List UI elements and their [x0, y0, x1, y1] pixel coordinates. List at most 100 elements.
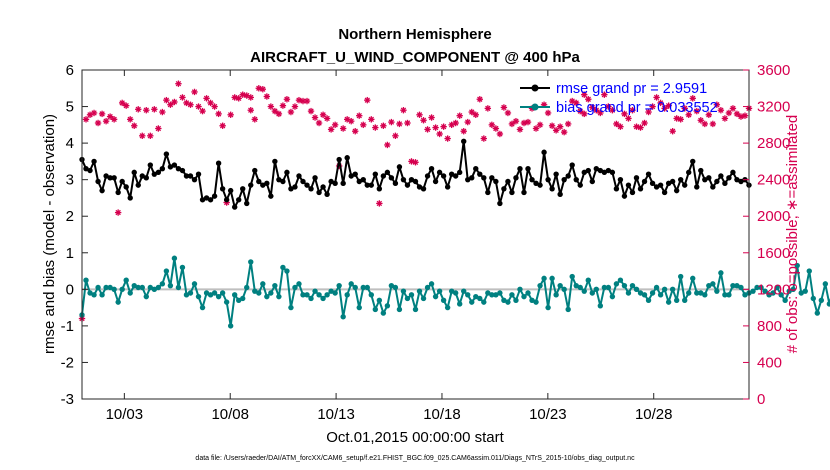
y-right-tick-label: 2400: [757, 172, 790, 189]
rmse-point: [167, 164, 174, 170]
obs-count-marker: [388, 118, 395, 126]
obs-asterisk-stroke: [312, 114, 318, 121]
rmse-point: [280, 178, 286, 185]
rmse-point: [123, 184, 129, 190]
obs-asterisk-stroke: [179, 94, 186, 101]
rmse-point: [565, 173, 571, 179]
obs-count-marker: [364, 96, 371, 104]
obs-count-marker: [492, 125, 500, 132]
obs-asterisk-stroke: [493, 125, 499, 132]
obs-asterisk-stroke: [215, 111, 222, 117]
obs-asterisk-stroke: [276, 111, 282, 117]
rmse-point: [392, 180, 399, 187]
bias-point: [577, 284, 583, 291]
bias-point: [440, 297, 447, 303]
obs-count-marker: [641, 119, 648, 127]
bias-point: [686, 290, 692, 296]
obs-count-marker: [593, 107, 600, 114]
obs-asterisk-stroke: [416, 112, 423, 118]
obs-asterisk-stroke: [288, 109, 294, 115]
obs-count-marker: [432, 124, 439, 131]
obs-asterisk-stroke: [227, 112, 234, 118]
obs-asterisk-stroke: [356, 112, 362, 119]
bias-point: [163, 268, 170, 274]
bias-point: [187, 290, 194, 296]
obs-count-marker: [372, 124, 379, 131]
rmse-point: [312, 175, 318, 181]
rmse-point: [388, 175, 395, 181]
rmse-point: [549, 186, 555, 192]
bias-point: [452, 290, 459, 296]
rmse-point: [223, 197, 230, 203]
bias-point: [517, 286, 523, 293]
bias-point: [424, 284, 431, 291]
obs-count-marker: [436, 130, 443, 138]
obs-asterisk-stroke: [649, 103, 656, 110]
rmse-point: [236, 197, 242, 203]
obs-count-marker: [155, 125, 162, 132]
bias-point: [694, 290, 700, 296]
obs-asterisk-stroke: [332, 122, 338, 128]
bias-point: [388, 282, 395, 289]
obs-asterisk-stroke: [248, 94, 254, 101]
rmse-point: [151, 171, 158, 177]
rmse-point: [432, 178, 439, 185]
rmse-point: [244, 200, 250, 207]
obs-count-marker: [315, 119, 323, 127]
rmse-point: [609, 169, 616, 176]
bias-point: [432, 293, 439, 300]
obs-count-marker: [235, 95, 242, 102]
obs-count-marker: [219, 122, 226, 129]
rmse-point: [493, 178, 499, 185]
rmse-point: [489, 175, 495, 181]
obs-asterisk-stroke: [645, 109, 652, 115]
bias-point: [782, 297, 788, 303]
obs-count-marker: [705, 111, 713, 118]
bias-point: [653, 284, 660, 291]
bias-point: [436, 288, 443, 294]
bias-point: [179, 264, 186, 271]
obs-count-marker: [102, 117, 110, 125]
y-tick-label: -3: [61, 391, 74, 408]
rmse-point: [183, 173, 190, 179]
obs-count-marker: [488, 121, 496, 129]
bias-point: [537, 282, 543, 289]
bias-point: [412, 306, 419, 313]
rmse-point: [380, 173, 387, 179]
rmse-point: [641, 178, 648, 185]
bias-point: [742, 292, 748, 298]
obs-asterisk-stroke: [509, 121, 515, 127]
obs-count-marker: [484, 105, 492, 112]
obs-asterisk-stroke: [376, 200, 383, 207]
rmse-point: [187, 173, 194, 179]
obs-count-marker: [729, 105, 737, 112]
rmse-point: [428, 166, 435, 172]
bias-point: [649, 290, 656, 296]
obs-asterisk-stroke: [432, 124, 439, 131]
obs-asterisk-stroke: [625, 115, 632, 122]
obs-asterisk-stroke: [581, 91, 587, 98]
obs-count-marker: [577, 107, 584, 115]
obs-count-marker: [464, 118, 471, 126]
rmse-point: [276, 176, 282, 183]
rmse-point: [706, 175, 712, 181]
bias-point: [336, 282, 342, 289]
rmse-point: [135, 182, 141, 188]
bias-point: [682, 297, 688, 303]
obs-count-marker: [560, 128, 568, 136]
obs-count-marker: [424, 126, 431, 133]
bias-point: [758, 284, 764, 291]
obs-count-marker: [601, 91, 608, 98]
obs-count-marker: [187, 101, 194, 108]
obs-asterisk-stroke: [412, 159, 419, 166]
obs-count-marker: [319, 111, 327, 118]
y-tick-label: 4: [66, 135, 74, 152]
obs-count-marker: [681, 105, 688, 112]
obs-count-marker: [167, 101, 174, 108]
rmse-point: [657, 182, 664, 188]
bias-point: [645, 297, 652, 303]
obs-count-marker: [376, 200, 383, 207]
obs-count-marker: [384, 141, 391, 149]
